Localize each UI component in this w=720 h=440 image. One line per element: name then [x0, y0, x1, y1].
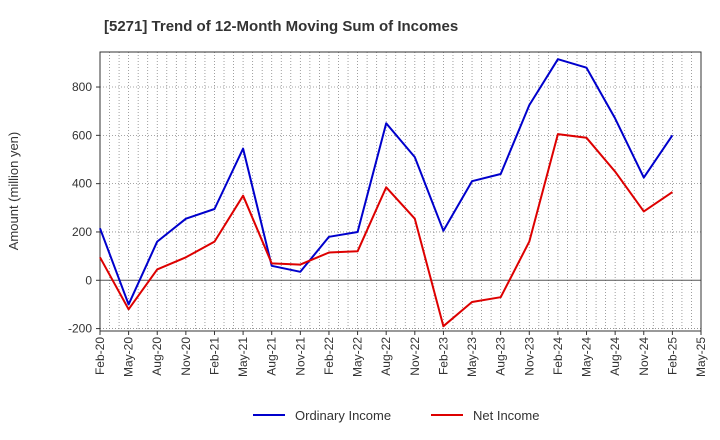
plot-frame: [99, 51, 702, 332]
x-tick-label: Feb-21: [207, 337, 221, 375]
legend-label-ordinary-income: Ordinary Income: [295, 408, 391, 423]
x-tick-label: Aug-23: [494, 337, 508, 376]
y-tick-label: 600: [72, 128, 92, 142]
x-tick-label: Aug-20: [150, 337, 164, 376]
y-axis-label: Amount (million yen): [6, 132, 21, 251]
x-tick-label: Nov-23: [522, 337, 536, 376]
x-tick-label: Nov-20: [179, 337, 193, 376]
x-tick-label: Feb-23: [436, 337, 450, 375]
x-tick-label: May-20: [122, 337, 136, 377]
x-tick-label: May-21: [236, 337, 250, 377]
legend: Ordinary Income Net Income: [253, 408, 539, 423]
x-tick-label: Feb-25: [665, 337, 679, 375]
x-tick-label: Feb-20: [93, 337, 107, 375]
y-tick-label: 200: [72, 225, 92, 239]
x-tick-label: May-24: [580, 337, 594, 377]
x-tick-label: Aug-22: [379, 337, 393, 376]
x-tick-label: Feb-24: [551, 337, 565, 375]
y-tick-label: 0: [85, 273, 92, 287]
x-tick-label: Aug-21: [265, 337, 279, 376]
series-line-ordinary-income: [99, 58, 674, 306]
y-tick-label: -200: [68, 322, 92, 336]
y-tick-label: 400: [72, 177, 92, 191]
x-tick-label: Nov-21: [293, 337, 307, 376]
x-tick-label: Nov-24: [637, 337, 651, 376]
series-line-net-income: [99, 133, 673, 328]
x-tick-label: May-25: [694, 337, 708, 377]
x-tick-label: Nov-22: [408, 337, 422, 376]
legend-label-net-income: Net Income: [473, 408, 539, 423]
x-tick-label: Aug-24: [608, 337, 622, 376]
chart-title: [5271] Trend of 12-Month Moving Sum of I…: [104, 18, 458, 35]
plot-area: -200 0 200 400 600 800 Feb-20 May-20 Aug-20 Nov-2…: [68, 51, 708, 377]
x-tick-label: May-23: [465, 337, 479, 377]
x-tick-label: May-22: [351, 337, 365, 377]
y-tick-label: 800: [72, 80, 92, 94]
x-tick-label: Feb-22: [322, 337, 336, 375]
plot-background: [100, 52, 701, 331]
